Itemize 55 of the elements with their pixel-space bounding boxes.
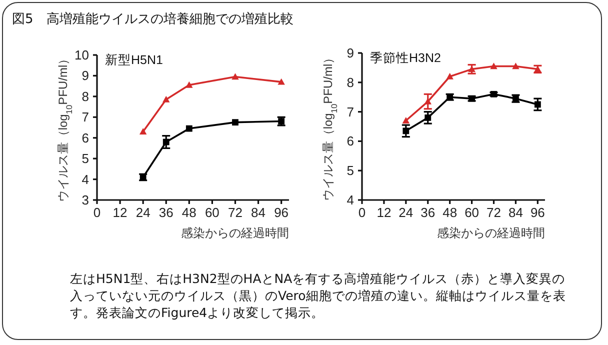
x-tick-label: 24 xyxy=(136,205,150,220)
x-tick-label: 96 xyxy=(530,205,545,220)
point xyxy=(139,128,147,135)
chart-title: 季節性H3N2 xyxy=(370,51,442,65)
x-tick-label: 72 xyxy=(228,205,242,220)
point xyxy=(424,98,432,104)
y-tick-label: 8 xyxy=(82,88,89,104)
point xyxy=(232,73,239,80)
point xyxy=(446,72,454,80)
x-tick-label: 60 xyxy=(204,205,220,220)
x-tick-label: 48 xyxy=(182,205,196,220)
y-tick-label: 5 xyxy=(346,163,354,178)
x-tick-label: 0 xyxy=(93,205,101,220)
x-tick-label: 12 xyxy=(376,205,392,220)
point xyxy=(534,101,541,108)
y-tick-label: 6 xyxy=(82,130,89,146)
y-tick-label: 9 xyxy=(346,46,354,60)
x-tick-label: 12 xyxy=(112,205,128,220)
text: 左はH5N1型、右はH3N2型のHAとNAを有する高増殖能ウイルス（赤）と導入変異の入っていない元のウイルス（黒）のVero細胞での増殖の違い。縦軸はウイルス量を表す。発表論文のFigure4より改変して掲示。 xyxy=(70,270,567,321)
point xyxy=(490,62,498,70)
x-tick-label: 36 xyxy=(420,205,436,220)
x-tick-label: 96 xyxy=(274,205,289,220)
y-tick-label: 3 xyxy=(82,192,89,208)
x-tick-label: 0 xyxy=(358,205,366,220)
y-tick-label: 6 xyxy=(346,134,354,149)
y-tick-label: 10 xyxy=(74,48,89,62)
point xyxy=(424,114,432,121)
y-tick-label: 7 xyxy=(82,110,89,125)
x-tick-label: 36 xyxy=(158,205,174,220)
y-tick-label: 7 xyxy=(346,104,354,120)
point xyxy=(162,138,170,146)
point xyxy=(162,96,170,102)
x-tick-label: 84 xyxy=(508,205,523,220)
point xyxy=(232,119,238,126)
point xyxy=(468,95,475,102)
x-tick-label: 48 xyxy=(442,205,458,220)
point xyxy=(512,62,520,70)
y-tick-label: 5 xyxy=(82,151,89,166)
x-axis-title: 感染からの経過時間 xyxy=(437,226,545,240)
point xyxy=(186,125,192,132)
point xyxy=(278,78,285,85)
y-tick-label: 9 xyxy=(82,68,89,84)
x-tick-label: 72 xyxy=(486,205,501,220)
x-axis-title: 感染からの経過時間 xyxy=(181,226,289,240)
chart-title: 新型H5N1 xyxy=(105,53,164,67)
y-tick-label: 4 xyxy=(82,172,89,187)
y-tick-label: 8 xyxy=(346,74,354,90)
point xyxy=(402,117,410,124)
point xyxy=(186,81,193,88)
x-tick-label: 60 xyxy=(464,205,480,220)
text: 図5 高増殖能ウイルスの培養細胞での増殖比較 xyxy=(12,10,294,28)
y-tick-label: 4 xyxy=(346,192,354,208)
x-tick-label: 24 xyxy=(398,205,414,220)
point xyxy=(402,128,410,134)
x-tick-label: 84 xyxy=(251,205,266,220)
